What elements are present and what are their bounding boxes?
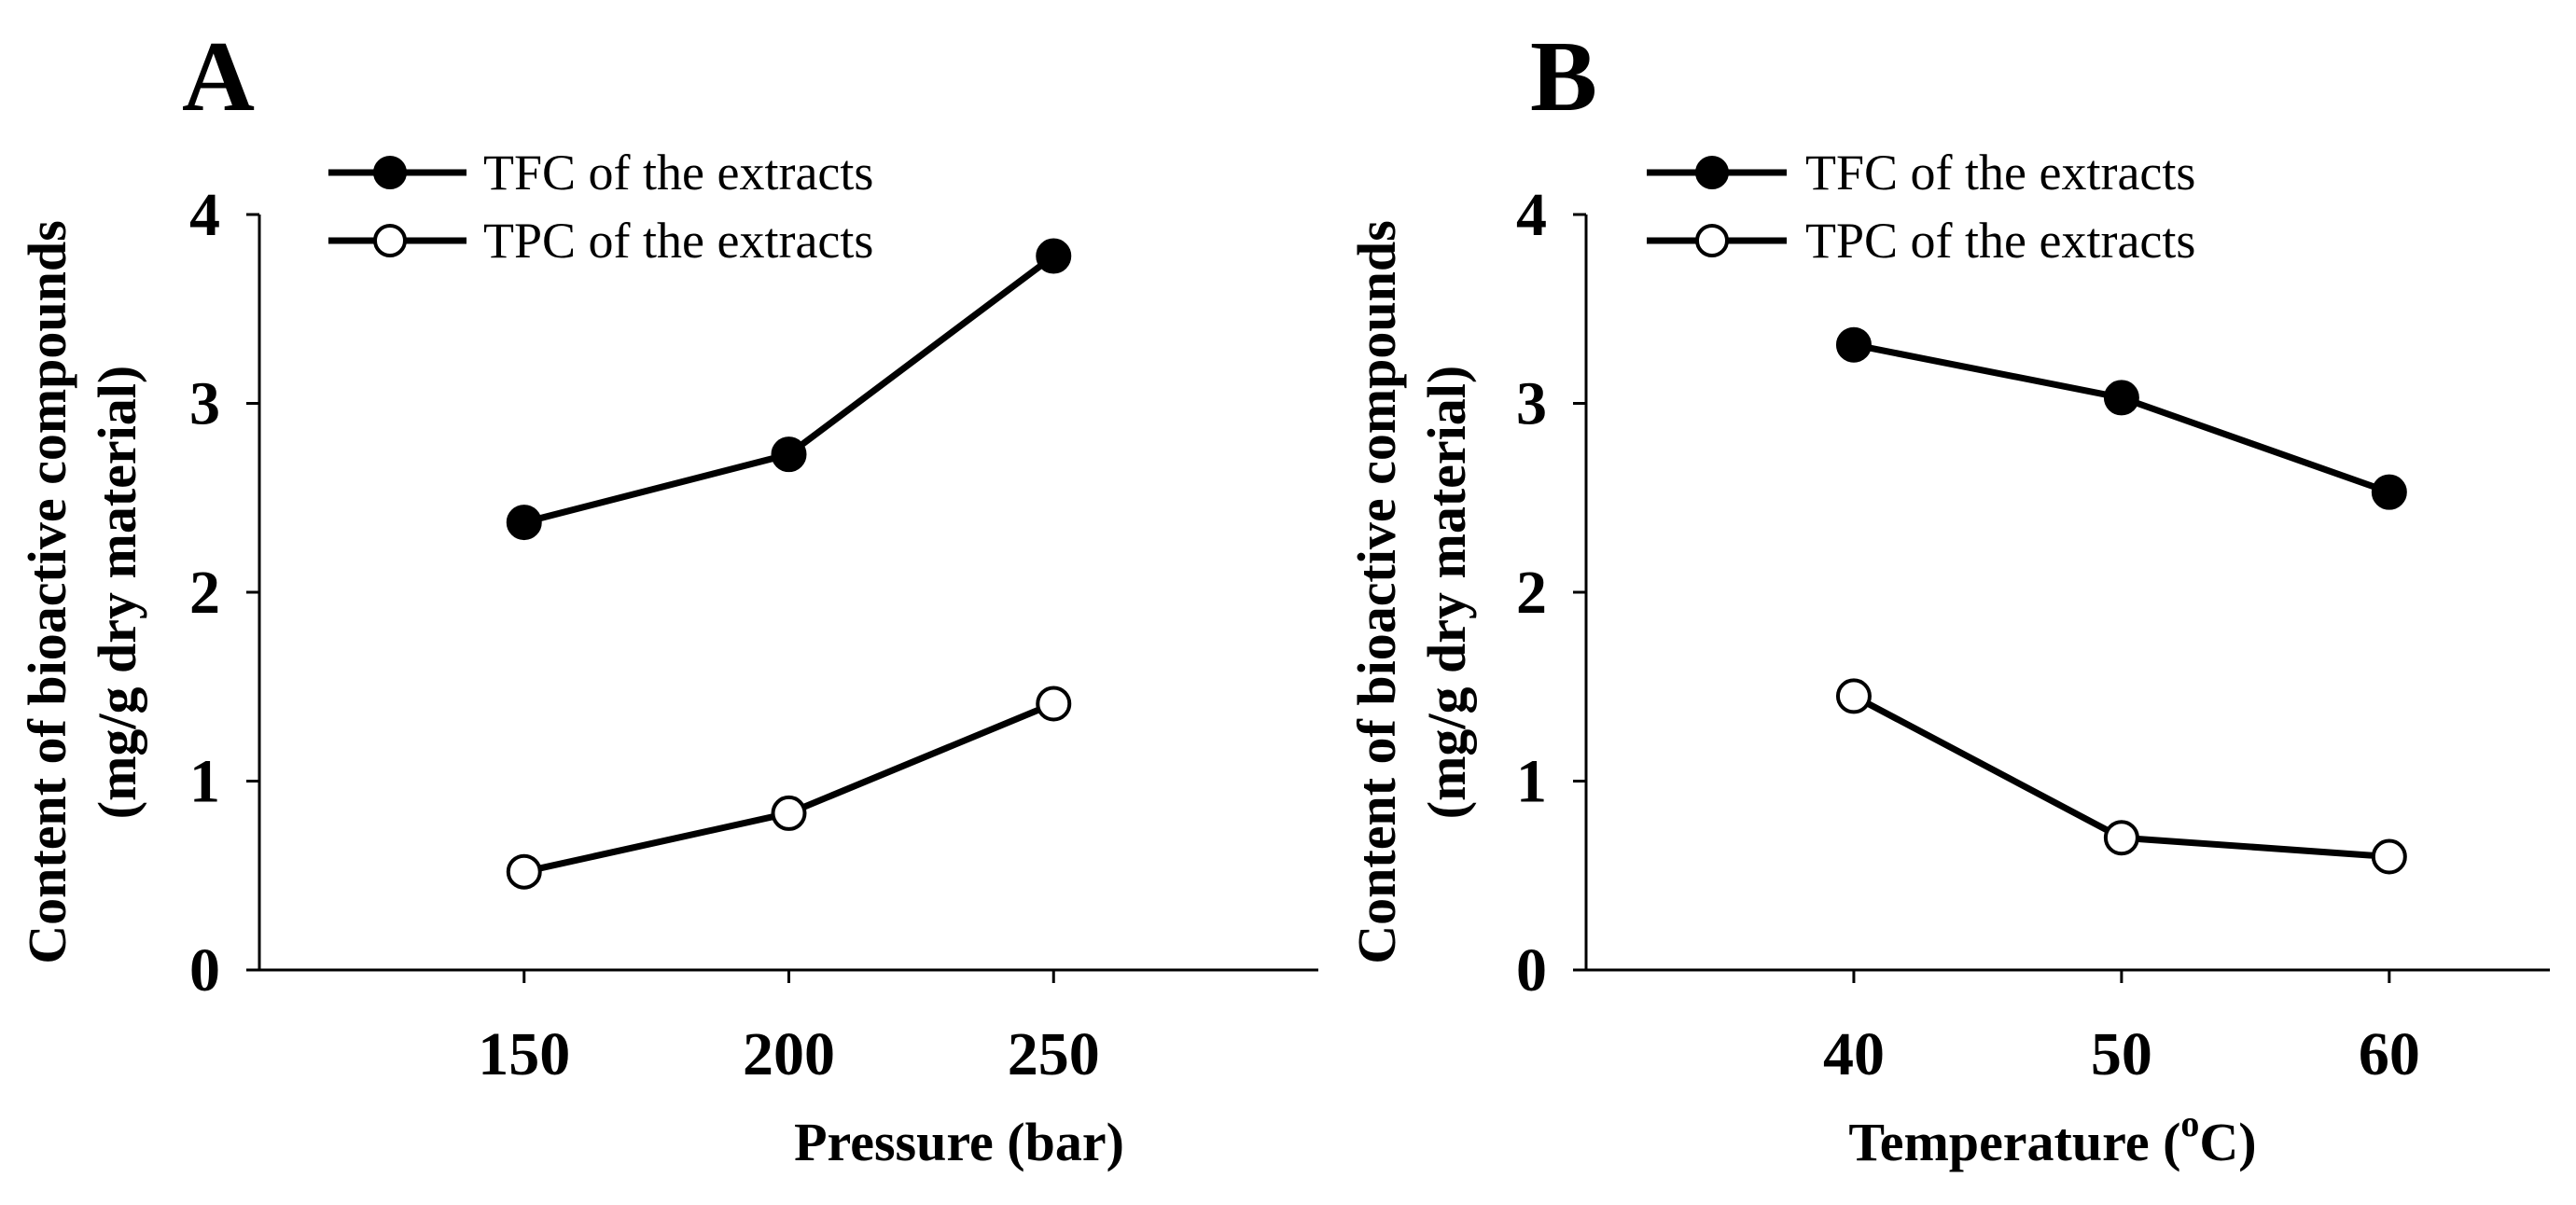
panel-label-b: B — [1530, 21, 1597, 132]
legend-b-tfc-marker — [1695, 156, 1729, 189]
x-axis-label-a: Pressure (bar) — [794, 1112, 1124, 1172]
legend-b: TFC of the extracts TPC of the extracts — [1647, 145, 2195, 269]
x-tick-label-a-200: 200 — [743, 1020, 835, 1088]
legend-a-tpc-label: TPC of the extracts — [483, 213, 873, 269]
panel-label-a: A — [182, 21, 255, 132]
x-tick-label-a-150: 150 — [478, 1020, 570, 1088]
point-b-tpc-40 — [1835, 678, 1872, 714]
y-tick-label-a-0: 0 — [189, 936, 220, 1004]
x-axis-label-b: Temperature (oC) — [1848, 1102, 2256, 1172]
series-a — [506, 238, 1072, 890]
legend-a-tpc-marker — [373, 224, 407, 257]
point-b-tfc-50 — [2103, 380, 2139, 416]
y-tick-label-b-4: 4 — [1516, 181, 1547, 249]
series-line-a-tpc — [522, 700, 1055, 876]
x-tick-label-b-60: 60 — [2359, 1020, 2420, 1088]
point-b-tpc-60 — [2371, 838, 2407, 875]
point-a-tpc-200 — [771, 795, 807, 831]
legend-a-tfc-marker — [373, 156, 407, 189]
point-b-tpc-50 — [2103, 820, 2139, 856]
x-axis-label-b-main: Temperature ( — [1848, 1112, 2180, 1172]
legend-b-tpc-marker — [1695, 224, 1729, 257]
point-a-tfc-250 — [1036, 238, 1072, 274]
legend-a-tfc-label: TFC of the extracts — [483, 145, 873, 201]
y-axis-label-a-line1: Content of bioactive compounds — [17, 220, 77, 964]
point-b-tfc-60 — [2371, 474, 2407, 510]
point-a-tpc-150 — [506, 853, 542, 890]
legend-b-tfc-label: TFC of the extracts — [1805, 145, 2195, 201]
y-axis-label-b-line1: Content of bioactive compounds — [1346, 220, 1407, 964]
x-axis-label-b-tail: C) — [2199, 1112, 2256, 1172]
y-tick-label-a-2: 2 — [189, 559, 220, 627]
series-b — [1835, 326, 2407, 875]
ticks-a: 0 1 2 3 4 150 200 250 — [189, 181, 1100, 1088]
legend-b-tpc-label: TPC of the extracts — [1805, 213, 2195, 269]
x-tick-label-b-50: 50 — [2091, 1020, 2152, 1088]
series-line-a-tfc — [522, 253, 1056, 526]
y-tick-label-b-0: 0 — [1516, 936, 1547, 1004]
y-tick-label-b-2: 2 — [1516, 559, 1547, 627]
x-axis-label-b-superscript: o — [2180, 1102, 2199, 1144]
point-a-tpc-250 — [1036, 686, 1072, 722]
x-tick-label-b-40: 40 — [1823, 1020, 1885, 1088]
y-tick-label-a-4: 4 — [189, 181, 220, 249]
y-tick-label-a-1: 1 — [189, 748, 220, 816]
point-a-tfc-200 — [771, 436, 807, 473]
y-tick-label-a-3: 3 — [189, 370, 220, 438]
point-b-tfc-40 — [1835, 326, 1872, 363]
y-tick-label-b-1: 1 — [1516, 748, 1547, 816]
y-axis-label-b-line2: (mg/g dry material) — [1416, 366, 1477, 819]
panel-b: B 0 1 2 3 4 40 50 60 Temperature (oC) Content o… — [1346, 21, 2550, 1172]
x-tick-label-a-250: 250 — [1008, 1020, 1100, 1088]
ticks-b: 0 1 2 3 4 40 50 60 — [1516, 181, 2420, 1088]
legend-a: TFC of the extracts TPC of the extracts — [328, 145, 873, 269]
series-line-b-tfc — [1853, 341, 2390, 495]
y-axis-label-a-line2: (mg/g dry material) — [87, 366, 147, 819]
point-a-tfc-150 — [506, 505, 542, 541]
panel-a: A 0 1 2 3 4 150 200 250 Pressure (bar) Content … — [17, 21, 1318, 1172]
y-tick-label-b-3: 3 — [1516, 370, 1547, 438]
